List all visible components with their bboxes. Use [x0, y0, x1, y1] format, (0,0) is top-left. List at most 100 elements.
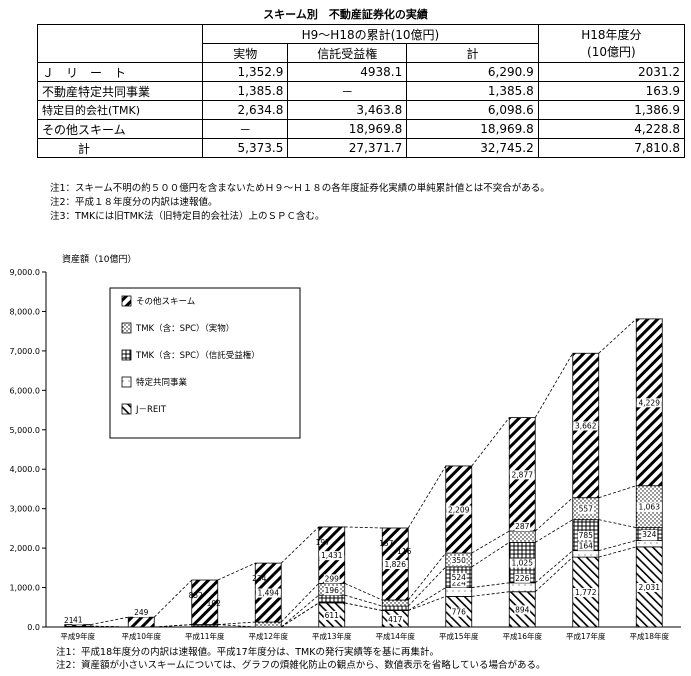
legend-swatch [121, 403, 132, 415]
data-label: 196 [325, 586, 340, 595]
y-tick-label: 8,000.0 [9, 307, 40, 316]
table-cell: 163.9 [537, 81, 686, 101]
table-row: 特定目的会社(TMK) 2,634.8 3,463.8 6,098.6 1,38… [36, 100, 686, 120]
data-label-bg [636, 582, 662, 592]
data-label-bg [514, 522, 531, 532]
data-label-bg [636, 502, 662, 512]
y-tick-label: 7,000.0 [9, 347, 40, 356]
data-label: 350 [452, 556, 467, 565]
table-row: 計 5,373.5 27,371.7 32,745.2 7,810.8 [36, 138, 686, 158]
x-tick-label: 平成15年度 [439, 631, 479, 641]
y-tick-label: 3,000.0 [9, 505, 40, 514]
data-label: 3,662 [575, 421, 597, 430]
data-label: 4,229 [639, 398, 661, 407]
connector-line [471, 582, 510, 588]
connector-line [217, 624, 256, 628]
data-label: 417 [388, 615, 403, 624]
connector-line [598, 546, 637, 558]
data-label: 224 [452, 579, 467, 588]
data-label: 776 [452, 608, 467, 617]
connector-line [534, 556, 574, 593]
data-label-bg [577, 541, 594, 551]
connector-line [281, 602, 319, 628]
data-label-bg [255, 588, 281, 598]
connector-line [408, 587, 446, 611]
table-cell: 32,745.2 [406, 138, 539, 158]
table-row: その他スキーム － 18,969.8 18,969.8 4,228.8 [36, 119, 686, 139]
data-label-bg [509, 470, 535, 480]
x-tick-label: 平成9年度 [60, 631, 95, 641]
table-cell: 7,810.8 [537, 138, 686, 158]
connector-line [153, 579, 193, 618]
data-label: 41 [73, 616, 83, 625]
legend-label: TMK（含：SPC）（信託受益権） [135, 350, 260, 361]
connector-line [280, 583, 320, 623]
connector-line [344, 594, 383, 607]
connector-line [598, 485, 637, 499]
data-label-bg [323, 610, 340, 620]
row-label: 特定目的会社(TMK) [36, 100, 204, 120]
connector-line [90, 625, 129, 628]
connector-line [471, 542, 510, 568]
connector-line [344, 602, 383, 611]
connector-line [407, 566, 447, 607]
table-row: Ｊ リ ー ト 1,352.9 4938.1 6,290.9 2031.2 [36, 62, 686, 82]
data-label: 611 [325, 611, 340, 620]
x-tick-label: 平成17年度 [566, 631, 606, 641]
data-label-bg [72, 615, 84, 625]
data-label: 249 [134, 608, 149, 617]
col-header-physical: 実物 [202, 43, 289, 63]
table-cell: 6,098.6 [406, 100, 539, 120]
data-label: 116 [397, 547, 412, 556]
table-cell: 1,352.9 [202, 62, 289, 82]
data-label: 2,209 [448, 506, 470, 515]
y-tick-label: 9,000.0 [9, 268, 40, 277]
y-tick-label: 1,000.0 [9, 584, 40, 593]
connector-line [154, 624, 192, 628]
note-line: 注2：資産額が小さいスキームについては、グラフの煩雑化防止の観点から、数値表示を… [56, 660, 546, 671]
legend-label: TMK（含：SPC）（実物） [135, 323, 234, 334]
data-label-bg [641, 530, 658, 540]
connector-line [534, 550, 574, 584]
data-label: 785 [579, 531, 594, 540]
data-label: 894 [515, 605, 530, 614]
connector-line [407, 465, 447, 529]
data-label: 524 [452, 573, 467, 582]
group-header: H9～H18の累計(10億円) [202, 24, 539, 44]
legend-box [109, 287, 301, 439]
summary-table: H9～H18の累計(10億円) H18年度分 (10億円) 実物 信託受益権 計… [36, 24, 686, 158]
table-header-row-1: H9～H18の累計(10億円) H18年度分 (10億円) [36, 24, 686, 63]
data-label: 234 [252, 574, 267, 583]
table-cell: 1,385.8 [406, 81, 539, 101]
table-cell: 18,969.8 [287, 119, 408, 139]
bar-segment [381, 599, 409, 607]
bar-segment [254, 621, 282, 628]
data-label: 2,877 [512, 470, 534, 479]
row-label: Ｊ リ ー ト [36, 62, 204, 82]
bar-segment [191, 579, 219, 625]
data-label: 1,431 [321, 551, 343, 560]
data-label-bg [450, 573, 467, 583]
h18-header-line2: (10億円) [587, 44, 636, 59]
x-tick-label: 平成12年度 [248, 631, 288, 641]
stacked-bar-chart: 資産額（10億円） 0.0 1,000.0 2,000.0 3,000.0 4,000.0… [9, 253, 681, 641]
connector-line [534, 353, 574, 418]
table-cell: 1,386.9 [537, 100, 686, 120]
data-label: 102 [207, 599, 222, 608]
bar-segment [445, 587, 473, 597]
note-line: 注3：TMKには旧TMK法（旧特定目的会社法）上のＳＰＣ含む。 [50, 211, 325, 222]
col-header-trust: 信託受益権 [287, 43, 408, 63]
table-cell: 18,969.8 [406, 119, 539, 139]
table-cell: 5,373.5 [202, 138, 289, 158]
connector-line [280, 526, 320, 564]
bar-segment [508, 530, 536, 543]
table-cell: 2,634.8 [202, 100, 289, 120]
data-label-bg [577, 504, 594, 514]
connector-line [535, 519, 573, 543]
legend-swatch [121, 295, 132, 307]
table-cell: 6,290.9 [406, 62, 539, 82]
legend-swatch [121, 322, 132, 334]
connector-line [408, 596, 446, 611]
table-cell: 1,385.8 [202, 81, 289, 101]
row-label: 不動産特定共同事業 [36, 81, 204, 101]
